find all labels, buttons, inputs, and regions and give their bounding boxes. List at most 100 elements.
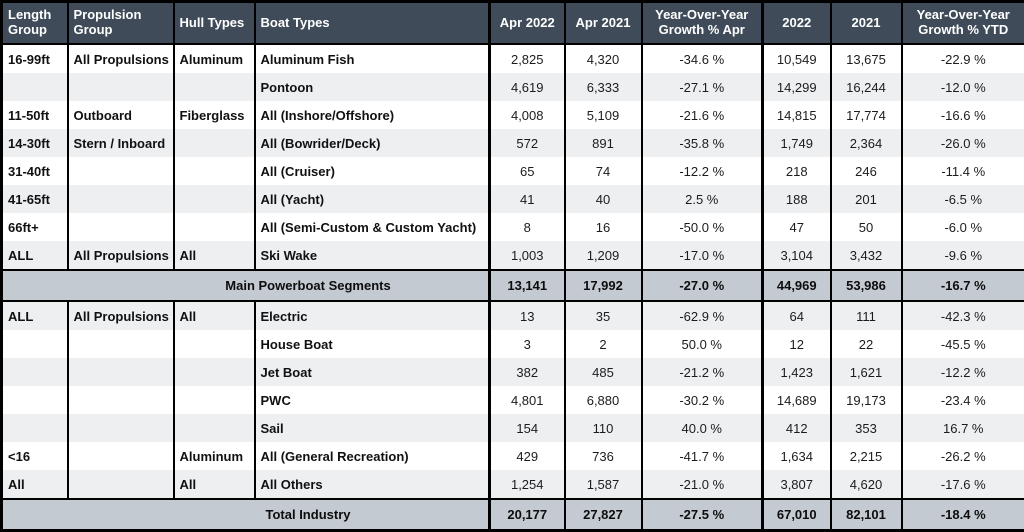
cell-yoy-growth-apr: -17.0 % xyxy=(642,241,763,270)
cell-length-group xyxy=(2,358,68,386)
cell-yoy-growth-ytd: -16.7 % xyxy=(902,270,1024,301)
cell-propulsion-group: Stern / Inboard xyxy=(68,129,174,157)
cell-2021: 4,620 xyxy=(831,470,902,499)
cell-hull-types xyxy=(174,129,255,157)
cell-2022: 10,549 xyxy=(763,44,831,73)
cell-length-group: All xyxy=(2,470,68,499)
cell-2022: 14,689 xyxy=(763,386,831,414)
cell-yoy-growth-apr: -50.0 % xyxy=(642,213,763,241)
column-header-apr-2022: Apr 2022 xyxy=(490,2,565,45)
cell-propulsion-group xyxy=(68,185,174,213)
cell-yoy-growth-apr: 2.5 % xyxy=(642,185,763,213)
column-header-yoy-growth-apr: Year-Over-Year Growth % Apr xyxy=(642,2,763,45)
cell-2021: 111 xyxy=(831,301,902,330)
total-industry-summary: Total Industry 20,177 27,827 -27.5 % 67,… xyxy=(2,499,1024,531)
cell-hull-types xyxy=(174,386,255,414)
cell-apr-2021: 17,992 xyxy=(565,270,642,301)
cell-hull-types: Aluminum xyxy=(174,442,255,470)
column-header-propulsion-group: Propulsion Group xyxy=(68,2,174,45)
cell-2021: 2,364 xyxy=(831,129,902,157)
cell-apr-2022: 3 xyxy=(490,330,565,358)
cell-boat-types: Jet Boat xyxy=(255,358,490,386)
cell-length-group xyxy=(2,73,68,101)
cell-yoy-growth-ytd: -9.6 % xyxy=(902,241,1024,270)
cell-hull-types: All xyxy=(174,470,255,499)
cell-boat-types: All (General Recreation) xyxy=(255,442,490,470)
cell-apr-2021: 736 xyxy=(565,442,642,470)
cell-boat-types: All (Cruiser) xyxy=(255,157,490,185)
cell-boat-types: All (Yacht) xyxy=(255,185,490,213)
cell-apr-2022: 65 xyxy=(490,157,565,185)
cell-apr-2022: 8 xyxy=(490,213,565,241)
cell-yoy-growth-apr: -27.5 % xyxy=(642,499,763,531)
cell-2022: 412 xyxy=(763,414,831,442)
cell-apr-2021: 1,209 xyxy=(565,241,642,270)
cell-propulsion-group xyxy=(68,470,174,499)
cell-apr-2022: 13 xyxy=(490,301,565,330)
cell-2022: 3,807 xyxy=(763,470,831,499)
cell-apr-2022: 1,254 xyxy=(490,470,565,499)
cell-2022: 44,969 xyxy=(763,270,831,301)
cell-length-group xyxy=(2,386,68,414)
cell-boat-types: All Others xyxy=(255,470,490,499)
cell-apr-2022: 13,141 xyxy=(490,270,565,301)
cell-boat-types: All (Inshore/Offshore) xyxy=(255,101,490,129)
cell-apr-2021: 40 xyxy=(565,185,642,213)
cell-apr-2022: 154 xyxy=(490,414,565,442)
cell-hull-types: Aluminum xyxy=(174,44,255,73)
cell-hull-types: All xyxy=(174,241,255,270)
cell-propulsion-group: All Propulsions xyxy=(68,301,174,330)
cell-2021: 13,675 xyxy=(831,44,902,73)
cell-2022: 1,634 xyxy=(763,442,831,470)
summary-label-total-industry: Total Industry xyxy=(2,499,490,531)
cell-2022: 14,815 xyxy=(763,101,831,129)
summary-row-total-industry: Total Industry 20,177 27,827 -27.5 % 67,… xyxy=(2,499,1024,531)
cell-2021: 19,173 xyxy=(831,386,902,414)
cell-2022: 64 xyxy=(763,301,831,330)
cell-yoy-growth-ytd: -6.0 % xyxy=(902,213,1024,241)
cell-2022: 188 xyxy=(763,185,831,213)
main-powerboat-summary: Main Powerboat Segments 13,141 17,992 -2… xyxy=(2,270,1024,301)
cell-length-group: <16 xyxy=(2,442,68,470)
cell-propulsion-group xyxy=(68,386,174,414)
cell-2021: 3,432 xyxy=(831,241,902,270)
cell-apr-2022: 2,825 xyxy=(490,44,565,73)
cell-yoy-growth-ytd: -6.5 % xyxy=(902,185,1024,213)
cell-hull-types xyxy=(174,73,255,101)
cell-apr-2022: 4,801 xyxy=(490,386,565,414)
cell-apr-2021: 110 xyxy=(565,414,642,442)
cell-2021: 22 xyxy=(831,330,902,358)
cell-hull-types: All xyxy=(174,301,255,330)
cell-hull-types xyxy=(174,414,255,442)
summary-label-main-powerboat-segments: Main Powerboat Segments xyxy=(2,270,490,301)
cell-yoy-growth-apr: -35.8 % xyxy=(642,129,763,157)
cell-length-group: 66ft+ xyxy=(2,213,68,241)
cell-2021: 17,774 xyxy=(831,101,902,129)
cell-2022: 218 xyxy=(763,157,831,185)
cell-2022: 1,423 xyxy=(763,358,831,386)
cell-2021: 2,215 xyxy=(831,442,902,470)
cell-apr-2021: 4,320 xyxy=(565,44,642,73)
cell-apr-2022: 382 xyxy=(490,358,565,386)
cell-hull-types xyxy=(174,213,255,241)
cell-length-group: 41-65ft xyxy=(2,185,68,213)
cell-boat-types: Sail xyxy=(255,414,490,442)
column-header-length-group: Length Group xyxy=(2,2,68,45)
cell-yoy-growth-apr: -21.0 % xyxy=(642,470,763,499)
cell-yoy-growth-apr: -27.1 % xyxy=(642,73,763,101)
cell-hull-types xyxy=(174,157,255,185)
cell-apr-2021: 16 xyxy=(565,213,642,241)
cell-propulsion-group xyxy=(68,157,174,185)
